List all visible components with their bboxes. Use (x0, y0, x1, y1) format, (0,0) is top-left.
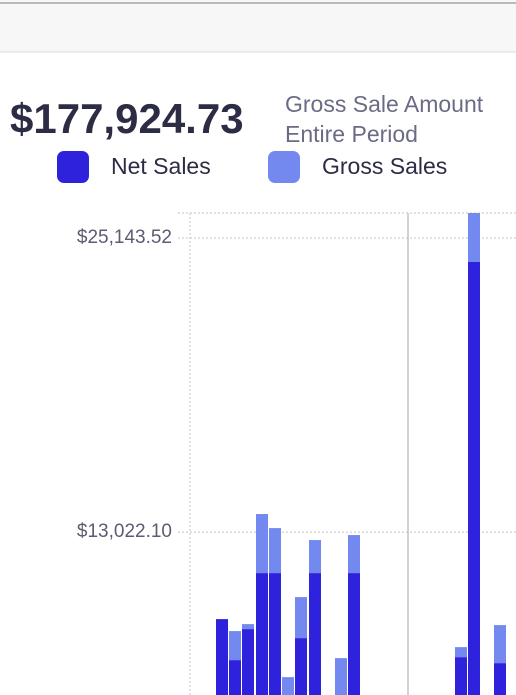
bar-segment (348, 535, 360, 574)
subtitle: Gross Sale Amount (285, 91, 484, 117)
bar-segment (216, 619, 228, 695)
top-bar (0, 0, 516, 52)
bar-segment (348, 573, 360, 695)
bar-segment (229, 631, 241, 661)
total-amount: $177,924.73 (10, 95, 244, 142)
subtitle: Entire Period (285, 121, 418, 147)
bar-segment (269, 573, 281, 695)
bar-segment (494, 625, 506, 664)
bar-segment (295, 638, 307, 695)
y-tick-label: $25,143.52 (77, 227, 172, 248)
bar-segment (282, 677, 294, 695)
bar-segment (256, 514, 268, 574)
bar-segment (309, 540, 321, 574)
y-tick-label: $13,022.10 (77, 521, 172, 542)
bar-segment (468, 213, 480, 263)
bar-segment (242, 624, 254, 630)
bar-segment (309, 573, 321, 695)
bar-segment (269, 528, 281, 574)
bar-segment (468, 262, 480, 695)
bar-segment (455, 657, 467, 695)
bar-segment (242, 629, 254, 695)
bar-segment (229, 660, 241, 695)
bar-segment (295, 597, 307, 639)
bar-segment (455, 647, 467, 658)
legend-swatch (268, 151, 300, 183)
legend-swatch (57, 151, 89, 183)
bar-segment (494, 663, 506, 695)
bar-segment (335, 658, 347, 695)
legend-label: Gross Sales (322, 153, 447, 179)
legend-label: Net Sales (111, 153, 211, 179)
bar-segment (256, 573, 268, 695)
